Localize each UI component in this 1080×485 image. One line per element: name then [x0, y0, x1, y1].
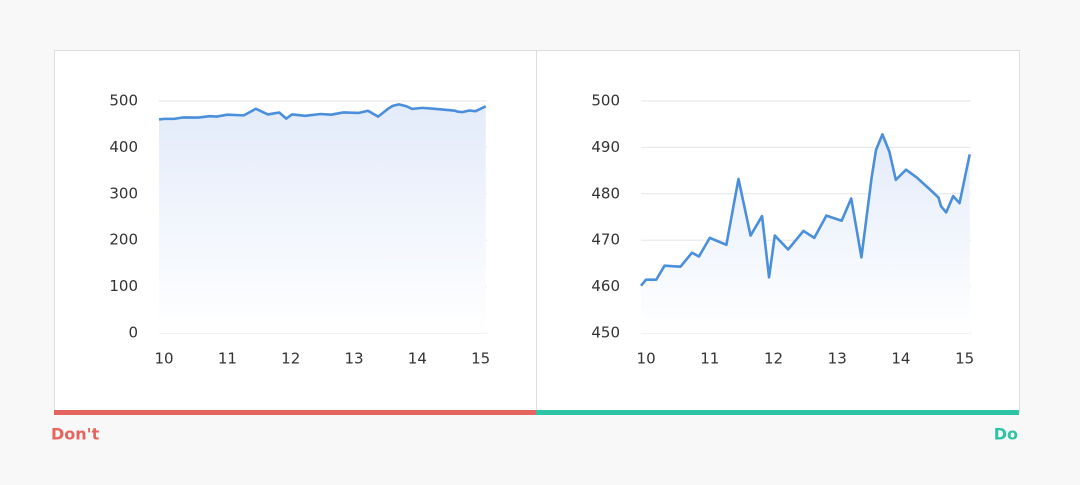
x-tick-label: 11	[218, 350, 237, 368]
x-tick-label: 13	[344, 350, 363, 368]
y-tick-label: 470	[591, 231, 620, 249]
do-label: Do	[994, 425, 1018, 444]
y-tick-label: 400	[109, 138, 138, 156]
x-tick-label: 14	[891, 350, 910, 368]
area-fill	[641, 134, 970, 333]
y-tick-label: 0	[128, 324, 138, 342]
do-bar	[536, 410, 1019, 415]
area-fill	[159, 104, 486, 334]
x-tick-label: 10	[637, 350, 656, 368]
line	[158, 103, 487, 121]
y-tick-label: 200	[109, 231, 138, 249]
x-tick-label: 14	[408, 350, 427, 368]
dont-bar	[54, 410, 536, 415]
y-tick-label: 500	[591, 92, 620, 110]
line	[640, 133, 971, 287]
dont-label: Don't	[51, 425, 100, 444]
x-tick-label: 12	[764, 350, 783, 368]
y-tick-label: 100	[109, 277, 138, 295]
x-tick-label: 12	[281, 350, 300, 368]
y-tick-label: 300	[109, 184, 138, 202]
y-tick-label: 500	[109, 92, 138, 110]
x-tick-label: 15	[471, 350, 490, 368]
y-tick-label: 450	[591, 324, 620, 342]
y-tick-label: 480	[591, 184, 620, 202]
y-tick-label: 460	[591, 277, 620, 295]
x-tick-label: 10	[155, 350, 174, 368]
x-tick-label: 11	[700, 350, 719, 368]
y-tick-label: 490	[591, 138, 620, 156]
x-tick-label: 15	[955, 350, 974, 368]
x-tick-label: 13	[828, 350, 847, 368]
